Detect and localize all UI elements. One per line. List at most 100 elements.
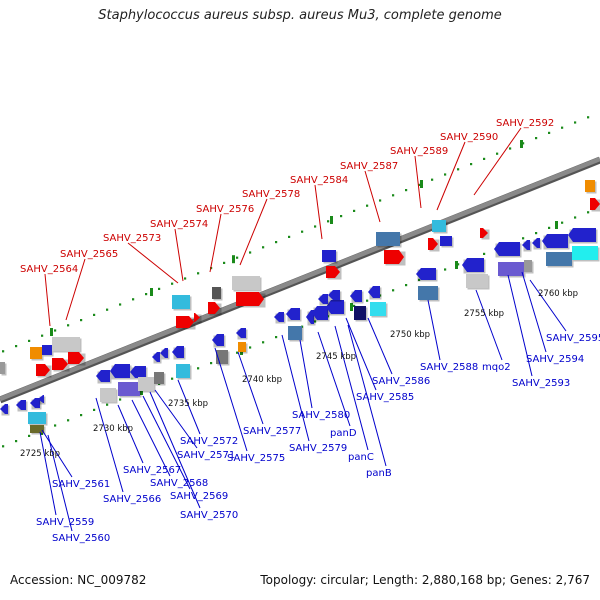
feature-block (312, 306, 330, 322)
leader-line-reverse (142, 395, 191, 490)
track-dot (67, 419, 70, 422)
gene-label-reverse: SAHV_2588 (420, 362, 478, 373)
feature-block (0, 362, 7, 376)
leader-line-reverse (347, 324, 387, 467)
track-dot (223, 261, 226, 264)
feature-block (432, 220, 448, 234)
feature-rect (354, 306, 366, 320)
track-dot (379, 294, 382, 297)
gene-label-reverse: SAHV_2568 (150, 478, 208, 489)
feature-arrow (416, 268, 436, 280)
leader-line-reverse (154, 389, 198, 449)
track-dot (444, 268, 447, 271)
feature-block (328, 290, 342, 302)
track-dot (340, 215, 343, 218)
track-dot (535, 137, 538, 140)
gene-label-forward: SAHV_2573 (103, 233, 161, 244)
leader-line-reverse (367, 317, 393, 375)
feature-block (480, 228, 490, 240)
track-dot (158, 287, 161, 290)
feature-rect (585, 180, 595, 192)
feature-arrow (328, 290, 340, 300)
feature-block (326, 300, 346, 316)
feature-block (462, 258, 486, 274)
feature-block (236, 292, 266, 308)
track-dot (444, 173, 447, 176)
leader-line-forward (44, 273, 51, 327)
feature-arrow (368, 286, 380, 298)
feature-block (172, 346, 186, 360)
gene-label-reverse: SAHV_2571 (177, 450, 235, 461)
track-dot (392, 194, 395, 197)
leader-line-forward (174, 228, 184, 282)
feature-arrow (312, 306, 328, 320)
track-dot (574, 216, 577, 219)
feature-arrow (212, 334, 224, 346)
feature-arrow (110, 364, 130, 378)
feature-arrow (208, 302, 220, 314)
backbone-line (0, 156, 600, 402)
gene-label-forward: SAHV_2587 (340, 161, 398, 172)
track-dot (587, 211, 590, 214)
feature-block (212, 334, 226, 348)
gene-label-reverse: panB (366, 468, 392, 479)
leader-line-reverse (237, 351, 264, 425)
feature-block (176, 364, 192, 380)
gene-label-reverse: SAHV_2579 (289, 443, 347, 454)
leader-line-forward (65, 258, 86, 321)
feature-block (16, 400, 28, 412)
feature-arrow (96, 370, 110, 382)
gene-label-reverse: SAHV_2569 (170, 491, 228, 502)
leader-line-reverse (427, 299, 441, 361)
gene-label-reverse: SAHV_2561 (52, 479, 110, 490)
feature-block (288, 326, 304, 342)
track-dot (457, 263, 460, 266)
feature-block (68, 352, 86, 366)
track-dot (327, 220, 330, 223)
track-dot (574, 121, 577, 124)
feature-arrow (428, 238, 438, 250)
feature-block (172, 295, 192, 311)
feature-rect (546, 252, 572, 266)
track-dot (93, 313, 96, 316)
feature-block (274, 312, 286, 324)
track-dot (327, 315, 330, 318)
feature-blocks (0, 180, 600, 435)
feature-rect (466, 274, 488, 288)
leader-line-forward (239, 198, 268, 266)
feature-arrow (326, 266, 340, 278)
feature-rect (572, 246, 598, 260)
gene-label-forward: SAHV_2576 (196, 204, 254, 215)
track-dot (366, 204, 369, 207)
track-dot (249, 251, 252, 254)
track-dot (496, 152, 499, 155)
gene-label-reverse: SAHV_2580 (292, 410, 350, 421)
leader-line-reverse (475, 289, 503, 361)
feature-arrow (462, 258, 484, 272)
feature-arrow (16, 400, 26, 410)
feature-block (52, 358, 70, 372)
gene-label-forward: SAHV_2589 (390, 146, 448, 157)
gene-label-forward: SAHV_2565 (60, 249, 118, 260)
gene-label-reverse: SAHV_2566 (103, 494, 161, 505)
gene-label-forward: SAHV_2578 (242, 189, 300, 200)
feature-block (138, 377, 156, 393)
accession-text: Accession: NC_009782 (10, 573, 147, 587)
scale-label: 2760 kbp (538, 289, 578, 299)
feature-block (498, 262, 526, 278)
leader-line-forward (473, 127, 522, 196)
feature-block (286, 308, 302, 322)
feature-rect (524, 260, 532, 272)
feature-block (532, 238, 542, 250)
track-dot (405, 189, 408, 192)
leader-line-reverse (507, 274, 533, 377)
feature-rect (154, 372, 164, 384)
track-major-tick (350, 303, 353, 311)
feature-arrow (236, 292, 264, 306)
feature-rect (288, 326, 302, 340)
track-major-tick (420, 180, 423, 188)
track-dot (275, 241, 278, 244)
track-dot (314, 320, 317, 323)
feature-block (522, 240, 532, 252)
track-dot (54, 424, 57, 427)
